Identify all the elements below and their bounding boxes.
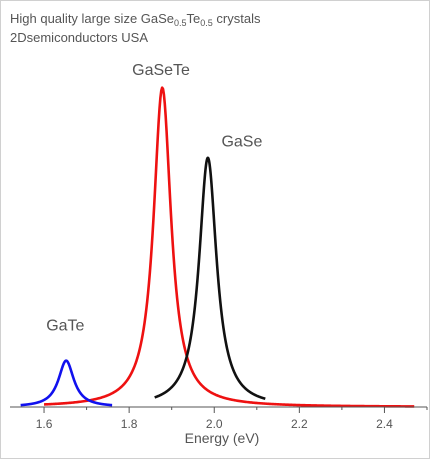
chart-title: High quality large size GaSe0.5Te0.5 cry…	[10, 11, 261, 45]
title-text: 2Dsemiconductors USA	[10, 30, 148, 45]
series-labels: GaTe GaSeTe GaSe	[46, 62, 262, 335]
gate-label: GaTe	[46, 317, 84, 334]
title-subscript: 0.5	[174, 18, 187, 28]
x-axis: 1.6 1.8 2.0 2.2 2.4	[10, 406, 428, 431]
title-text: Te	[187, 11, 201, 26]
title-text: High quality large size GaSe	[10, 11, 174, 26]
x-tick-label: 1.6	[36, 417, 53, 431]
title-subscript: 0.5	[200, 18, 213, 28]
x-tick-label: 2.4	[376, 417, 393, 431]
x-tick-label: 2.0	[206, 417, 223, 431]
title-line-1: High quality large size GaSe0.5Te0.5 cry…	[10, 11, 261, 28]
gasete-spectrum-line	[43, 86, 415, 408]
gase-spectrum-line	[153, 156, 267, 400]
x-axis-label: Energy (eV)	[185, 430, 260, 446]
x-tick-label: 1.8	[121, 417, 138, 431]
plot-area	[19, 86, 415, 408]
title-text: crystals	[213, 11, 261, 26]
gasete-label: GaSeTe	[132, 62, 190, 79]
gase-label: GaSe	[221, 134, 262, 151]
gate-spectrum-line	[19, 359, 114, 407]
x-tick-label: 2.2	[291, 417, 308, 431]
title-line-2: 2Dsemiconductors USA	[10, 30, 148, 45]
